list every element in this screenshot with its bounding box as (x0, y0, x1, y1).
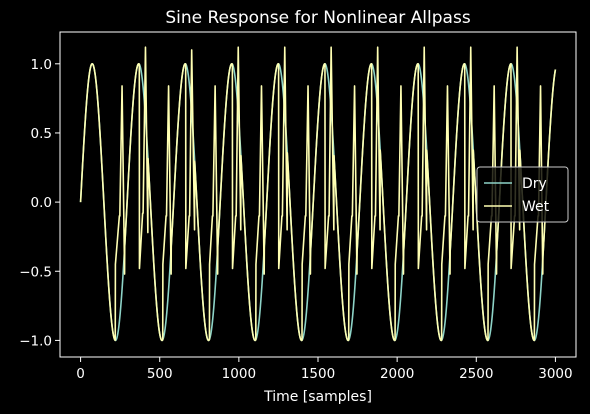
x-tick-label: 3000 (538, 366, 572, 382)
y-tick-label: −1.0 (19, 333, 52, 349)
x-tick-label: 1500 (301, 366, 335, 382)
y-tick-label: −0.5 (19, 264, 52, 280)
x-tick-label: 0 (76, 366, 85, 382)
legend: Dry Wet (476, 166, 569, 223)
y-axis: −1.0 −0.5 0.0 0.5 1.0 (19, 57, 60, 349)
plot-area (79, 46, 557, 342)
chart-title: Sine Response for Nonlinear Allpass (165, 8, 471, 28)
x-tick-label: 1000 (222, 366, 256, 382)
plot-frame (59, 31, 577, 358)
legend-label-dry: Dry (522, 176, 547, 192)
x-axis-label: Time [samples] (263, 389, 372, 405)
series-line-wet (79, 46, 557, 342)
y-tick-label: 0.5 (31, 126, 52, 142)
x-tick-label: 2000 (380, 366, 414, 382)
x-tick-label: 500 (147, 366, 173, 382)
x-axis: 0 500 1000 1500 2000 2500 3000 (76, 357, 573, 382)
x-tick-label: 2500 (459, 366, 493, 382)
legend-label-wet: Wet (522, 199, 550, 215)
y-tick-label: 0.0 (31, 195, 52, 211)
y-tick-label: 1.0 (31, 57, 52, 73)
legend-box (476, 166, 569, 223)
